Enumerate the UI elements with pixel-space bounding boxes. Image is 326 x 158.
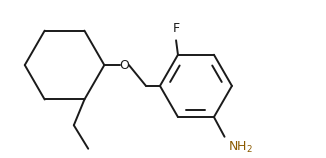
Text: O: O	[119, 59, 129, 72]
Text: NH$_2$: NH$_2$	[228, 140, 253, 155]
Text: F: F	[172, 22, 180, 35]
